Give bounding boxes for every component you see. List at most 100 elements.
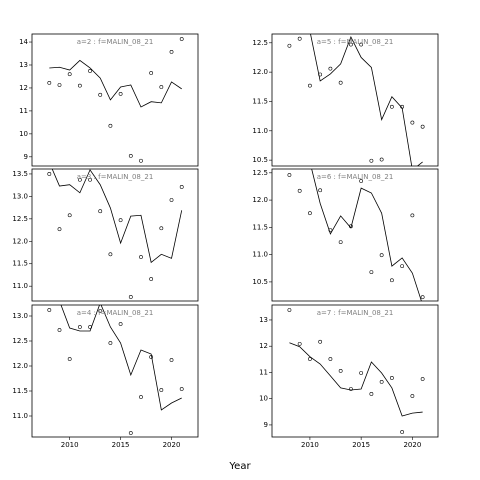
point [318, 72, 323, 77]
point [379, 157, 384, 162]
point [318, 188, 323, 193]
point [128, 295, 133, 299]
point [159, 85, 164, 89]
point [287, 173, 292, 177]
point [169, 358, 174, 362]
panel-title: a=4 : f=MALIN_08_21 [77, 309, 154, 317]
y-tick-label: 12.5 [12, 337, 28, 345]
panel-frame [271, 33, 439, 167]
point [108, 341, 113, 345]
point [139, 255, 143, 259]
y-tick-label: 11 [259, 368, 268, 376]
x-tick-label: 2010 [301, 441, 319, 449]
point [287, 43, 292, 48]
point [338, 368, 343, 373]
point [47, 172, 52, 176]
point [420, 124, 425, 129]
point [179, 185, 184, 189]
point [149, 71, 154, 75]
point [179, 387, 184, 391]
y-tick-label: 12.0 [12, 237, 28, 245]
point [400, 104, 405, 109]
point [389, 278, 394, 283]
panel-frame [31, 168, 199, 302]
point [318, 339, 323, 344]
point [98, 92, 103, 97]
panel-title: a=7 : f=MALIN_08_21 [317, 309, 394, 317]
point [389, 104, 394, 109]
point [338, 240, 343, 244]
line [289, 342, 423, 417]
point [369, 158, 374, 163]
point [420, 295, 425, 300]
panel-frame [271, 304, 439, 438]
point [139, 158, 143, 163]
y-tick-label: 11 [19, 107, 28, 115]
point [328, 228, 333, 232]
point [88, 177, 92, 182]
y-tick-label: 13 [19, 61, 28, 69]
point [149, 277, 154, 281]
point [410, 120, 415, 125]
y-tick-label: 11.5 [12, 260, 28, 268]
point [159, 388, 164, 392]
point [47, 308, 52, 312]
plot-area [287, 34, 425, 166]
point [118, 322, 123, 326]
point [108, 252, 113, 257]
y-tick-label: 14 [19, 38, 28, 46]
y-tick-label: 10 [259, 395, 268, 403]
point [328, 357, 333, 361]
point [359, 179, 364, 183]
panel-frame [31, 33, 199, 167]
point [57, 328, 62, 332]
line [311, 169, 422, 301]
panel-title: a=3 : f=MALIN_08_21 [77, 173, 154, 181]
panel-frame [271, 168, 439, 302]
point [179, 37, 184, 41]
point [77, 83, 82, 88]
point [118, 218, 123, 223]
y-tick-label: 10 [19, 130, 28, 138]
point [389, 376, 394, 380]
y-tick-label: 12 [19, 84, 28, 92]
y-tick-label: 13.5 [12, 170, 28, 178]
point [308, 83, 312, 88]
point [410, 394, 415, 398]
point [297, 341, 302, 346]
plot-area [47, 305, 184, 435]
y-tick-label: 11.5 [252, 223, 268, 231]
line [49, 59, 182, 108]
plot-area [287, 308, 425, 434]
point [67, 72, 72, 77]
y-tick-label: 12.0 [252, 196, 268, 204]
point [98, 309, 103, 313]
plot-area [47, 37, 184, 163]
y-tick-label: 12.5 [252, 169, 268, 177]
panel-frame [31, 304, 199, 438]
y-tick-label: 11.0 [252, 127, 268, 135]
point [77, 177, 82, 182]
point [328, 66, 333, 71]
y-tick-label: 10.5 [252, 278, 268, 286]
x-tick-label: 2015 [112, 441, 130, 449]
y-tick-label: 10.5 [252, 156, 268, 164]
point [67, 213, 72, 218]
point [308, 211, 312, 216]
point [369, 392, 374, 396]
panel-title: a=2 : f=MALIN_08_21 [77, 38, 154, 46]
point [88, 325, 92, 329]
y-tick-label: 11.0 [12, 282, 28, 290]
point [128, 153, 133, 158]
point [169, 198, 174, 202]
point [359, 42, 364, 47]
y-tick-label: 12.0 [252, 68, 268, 76]
y-tick-label: 11.5 [252, 97, 268, 105]
point [149, 355, 154, 359]
line [51, 169, 183, 264]
x-axis-label: Year [228, 461, 251, 472]
point [338, 80, 343, 85]
point [349, 42, 353, 47]
point [77, 325, 82, 329]
